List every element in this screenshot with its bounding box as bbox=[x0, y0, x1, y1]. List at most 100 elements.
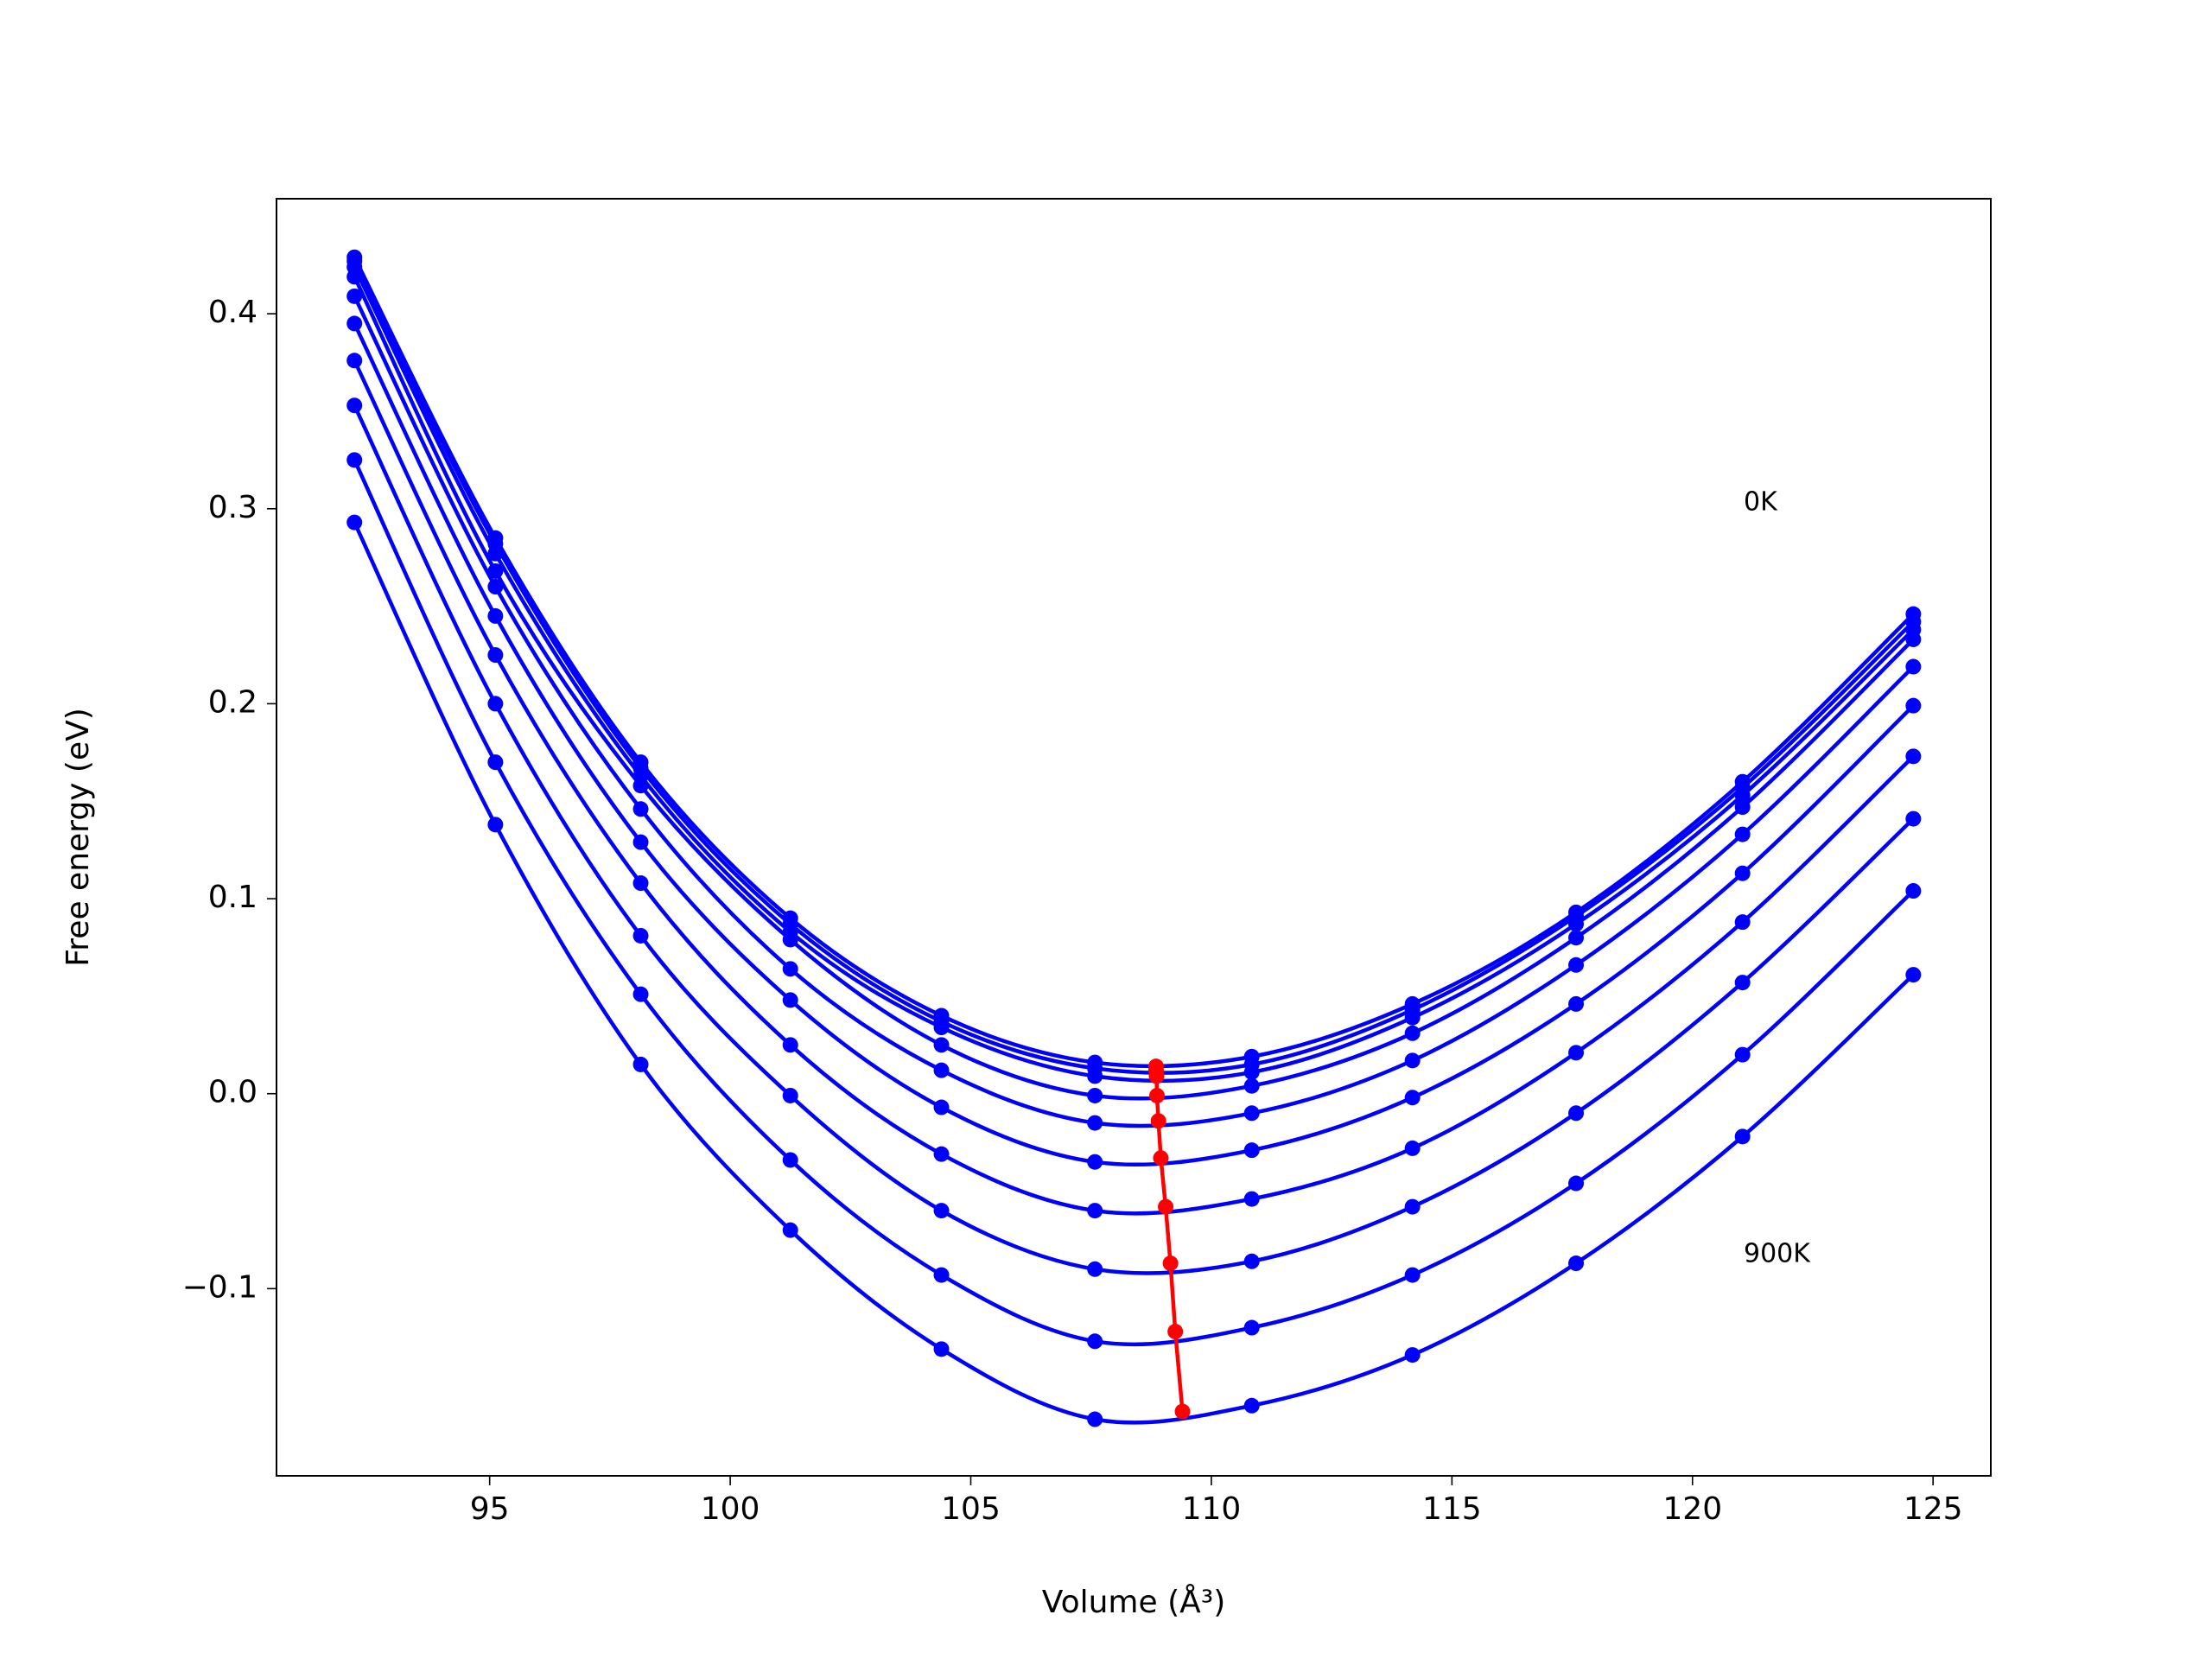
x-tick-label: 95 bbox=[470, 1491, 510, 1527]
data-point bbox=[1404, 1198, 1421, 1215]
data-point bbox=[782, 1152, 798, 1168]
data-point bbox=[487, 563, 504, 579]
data-point bbox=[1905, 810, 1922, 827]
data-point bbox=[1243, 1077, 1260, 1094]
data-point bbox=[1404, 1025, 1421, 1041]
data-point bbox=[346, 397, 363, 414]
data-point bbox=[1905, 697, 1922, 714]
data-point bbox=[1568, 995, 1585, 1012]
data-point bbox=[1905, 748, 1922, 765]
series-line bbox=[353, 276, 1915, 1101]
data-point bbox=[487, 545, 504, 562]
data-point bbox=[346, 315, 363, 332]
data-point bbox=[1404, 1090, 1421, 1106]
data-point bbox=[1087, 1333, 1103, 1350]
data-point bbox=[1905, 883, 1922, 899]
data-point bbox=[1734, 865, 1751, 881]
data-point bbox=[1734, 787, 1751, 804]
data-point bbox=[1905, 658, 1922, 675]
data-point bbox=[1167, 1324, 1184, 1340]
data-point bbox=[933, 1267, 950, 1283]
data-point bbox=[1087, 1115, 1103, 1131]
data-point bbox=[1404, 1347, 1421, 1363]
data-point bbox=[933, 1099, 950, 1116]
y-tick-label: 0.2 bbox=[208, 684, 257, 720]
data-point bbox=[1568, 957, 1585, 973]
data-point bbox=[1087, 1154, 1103, 1170]
data-point bbox=[1243, 1253, 1260, 1269]
data-point bbox=[1150, 1113, 1166, 1129]
data-point bbox=[632, 834, 649, 850]
data-point bbox=[1568, 1105, 1585, 1122]
data-point bbox=[632, 1056, 649, 1072]
annotation: 0K bbox=[1744, 487, 1778, 518]
data-point bbox=[933, 1037, 950, 1053]
series-line bbox=[353, 521, 1915, 1425]
data-point bbox=[487, 607, 504, 624]
data-point bbox=[933, 1203, 950, 1219]
data-point bbox=[346, 452, 363, 468]
data-point bbox=[1243, 1105, 1260, 1122]
data-point bbox=[1734, 914, 1751, 931]
y-tick-label: 0.1 bbox=[208, 880, 257, 915]
x-tick-label: 120 bbox=[1662, 1491, 1722, 1527]
data-point bbox=[1174, 1403, 1191, 1420]
data-point bbox=[1905, 631, 1922, 647]
series-line bbox=[353, 295, 1915, 1128]
data-point bbox=[1404, 1267, 1421, 1283]
data-point bbox=[1568, 916, 1585, 932]
data-point bbox=[487, 754, 504, 771]
data-point bbox=[346, 514, 363, 531]
data-point bbox=[1404, 1009, 1421, 1026]
data-point bbox=[487, 647, 504, 664]
data-point bbox=[782, 961, 798, 977]
data-point bbox=[1148, 1068, 1165, 1084]
data-point bbox=[782, 992, 798, 1008]
data-point bbox=[1087, 1261, 1103, 1277]
data-point bbox=[632, 875, 649, 892]
data-point bbox=[346, 288, 363, 304]
data-point bbox=[933, 1146, 950, 1162]
x-tick-label: 105 bbox=[941, 1491, 1001, 1527]
x-tick-label: 100 bbox=[701, 1491, 760, 1527]
data-point bbox=[1905, 967, 1922, 983]
plot-frame bbox=[276, 198, 1992, 1477]
data-point bbox=[487, 817, 504, 833]
data-point bbox=[1243, 1142, 1260, 1159]
data-point bbox=[1153, 1150, 1169, 1166]
y-tick-label: 0.4 bbox=[208, 295, 257, 330]
series-line bbox=[353, 359, 1915, 1216]
data-point bbox=[1734, 826, 1751, 842]
data-point bbox=[782, 1222, 798, 1238]
y-tick-label: −0.1 bbox=[182, 1269, 257, 1305]
data-point bbox=[782, 1037, 798, 1053]
data-point bbox=[933, 1062, 950, 1078]
series-line bbox=[353, 404, 1915, 1275]
data-point bbox=[782, 931, 798, 948]
data-point bbox=[1568, 1175, 1585, 1192]
x-axis-label: Volume (Å³) bbox=[1042, 1583, 1225, 1620]
y-axis-label: Free energy (eV) bbox=[60, 708, 96, 967]
y-tick-label: 0.0 bbox=[208, 1075, 257, 1110]
data-point bbox=[632, 778, 649, 794]
series-line bbox=[353, 256, 1915, 1069]
data-point bbox=[632, 986, 649, 1002]
series-line bbox=[353, 260, 1915, 1075]
data-point bbox=[1243, 1319, 1260, 1336]
data-point bbox=[346, 353, 363, 369]
data-point bbox=[1568, 930, 1585, 946]
series-line bbox=[353, 322, 1915, 1167]
data-point bbox=[1734, 799, 1751, 816]
data-point bbox=[1404, 1140, 1421, 1156]
data-point bbox=[1734, 1128, 1751, 1145]
data-point bbox=[1243, 1397, 1260, 1414]
data-point bbox=[487, 696, 504, 712]
data-point bbox=[1568, 1045, 1585, 1061]
data-point bbox=[1404, 1052, 1421, 1069]
data-point bbox=[782, 1087, 798, 1103]
x-tick-label: 115 bbox=[1422, 1491, 1482, 1527]
data-point bbox=[1149, 1087, 1166, 1103]
data-point bbox=[1087, 1068, 1103, 1084]
